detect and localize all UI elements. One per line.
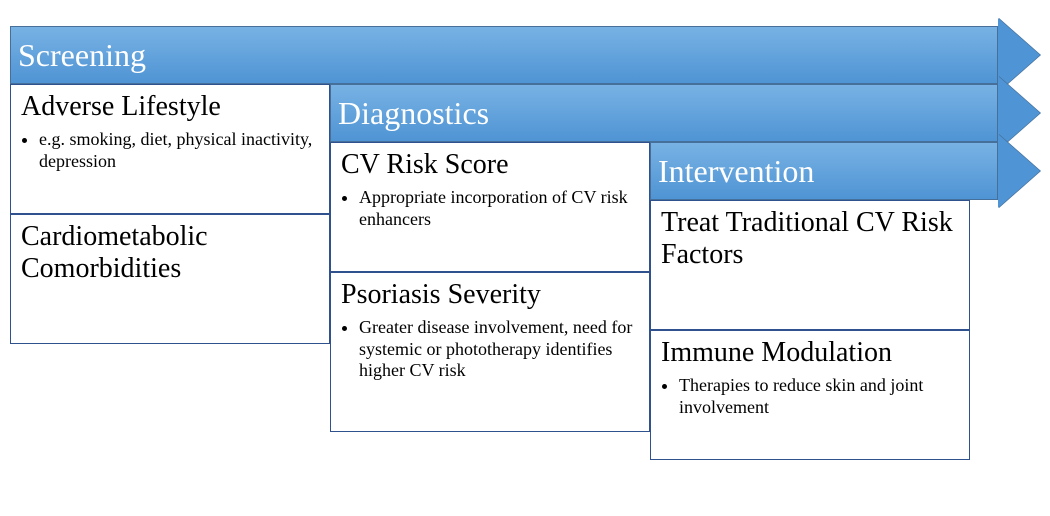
stage-arrow-screening: Screening [10, 26, 1040, 84]
content-box-immune-modulation: Immune Modulation Therapies to reduce ski… [650, 330, 970, 460]
content-box-treat-traditional: Treat Traditional CV Risk Factors [650, 200, 970, 330]
stage-arrow-diagnostics: Diagnostics [330, 84, 1040, 142]
stage-label-intervention: Intervention [658, 142, 814, 200]
box-bullet-list: Therapies to reduce skin and joint invol… [661, 375, 959, 418]
box-title: Immune Modulation [661, 337, 959, 369]
content-box-cardiometabolic: Cardiometabolic Comorbidities [10, 214, 330, 344]
box-bullet: Therapies to reduce skin and joint invol… [679, 375, 959, 418]
box-title: Cardiometabolic Comorbidities [21, 221, 319, 285]
arrow-head-icon [998, 134, 1040, 208]
stage-arrow-intervention: Intervention [650, 142, 1040, 200]
arrow-shaft [10, 26, 998, 84]
content-box-cv-risk-score: CV Risk Score Appropriate incorporation o… [330, 142, 650, 272]
stage-label-diagnostics: Diagnostics [338, 84, 489, 142]
box-bullet-list: Greater disease involvement, need for sy… [341, 317, 639, 382]
box-bullet-list: Appropriate incorporation of CV risk enh… [341, 187, 639, 230]
content-box-psoriasis-severity: Psoriasis Severity Greater disease involv… [330, 272, 650, 432]
box-title: Adverse Lifestyle [21, 91, 319, 123]
box-bullet: Appropriate incorporation of CV risk enh… [359, 187, 639, 230]
box-bullet: e.g. smoking, diet, physical inactivity,… [39, 129, 319, 172]
box-title: CV Risk Score [341, 149, 639, 181]
box-title: Psoriasis Severity [341, 279, 639, 311]
stage-label-screening: Screening [18, 26, 146, 84]
box-title: Treat Traditional CV Risk Factors [661, 207, 959, 271]
box-bullet-list: e.g. smoking, diet, physical inactivity,… [21, 129, 319, 172]
box-bullet: Greater disease involvement, need for sy… [359, 317, 639, 382]
content-box-adverse-lifestyle: Adverse Lifestyle e.g. smoking, diet, phy… [10, 84, 330, 214]
